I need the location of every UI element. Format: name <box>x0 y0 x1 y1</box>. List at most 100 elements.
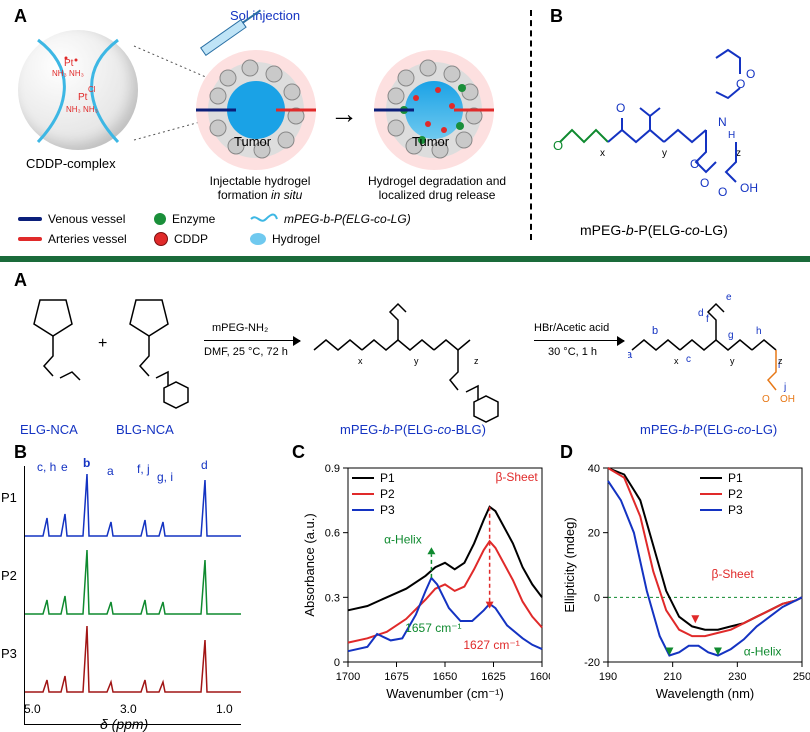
svg-text:O: O <box>64 289 73 301</box>
bottom-figure: A OO HN OO + OO HN OO ELG- <box>0 266 810 724</box>
svg-text:H: H <box>370 324 377 335</box>
svg-text:O: O <box>308 349 317 361</box>
intermediate-label: mPEG-b-P(ELG-co-BLG) <box>340 422 486 437</box>
polymer-icon <box>250 213 278 225</box>
svg-text:O: O <box>140 289 149 301</box>
svg-text:O: O <box>44 289 53 301</box>
svg-text:OH: OH <box>740 181 758 195</box>
nmr-ann-fj: f, j <box>137 462 150 476</box>
legend-arteries: Arteries vessel <box>18 232 127 246</box>
svg-text:O: O <box>446 394 454 405</box>
polymer-structure-icon: O x O O O N H O <box>550 22 790 212</box>
svg-text:O: O <box>136 379 145 391</box>
svg-text:O: O <box>160 289 169 301</box>
svg-text:O: O <box>553 138 563 153</box>
svg-text:e: e <box>726 292 732 303</box>
svg-text:y: y <box>414 356 419 366</box>
svg-text:0.3: 0.3 <box>325 592 340 604</box>
svg-text:0.9: 0.9 <box>325 463 340 475</box>
tumor2-label: Tumor <box>412 134 449 149</box>
svg-text:y: y <box>662 148 667 159</box>
nmr-ann-gi: g, i <box>157 470 173 484</box>
svg-text:O: O <box>406 298 414 309</box>
svg-text:Ellipticity (mdeg): Ellipticity (mdeg) <box>562 517 577 612</box>
reagent-2: HBr/Acetic acid <box>534 322 609 334</box>
legend-venous: Venous vessel <box>18 212 125 226</box>
svg-text:c: c <box>686 354 691 365</box>
nmr-tick-50: 5.0 <box>24 702 41 716</box>
cddp-sphere: Pt NH₃ NH₃ Pt Cl NH₃ NH₃ <box>18 30 138 150</box>
legend-hydrogel: Hydrogel <box>250 232 320 246</box>
cond-1: DMF, 25 °C, 72 h <box>204 346 288 358</box>
top-figure-row: A Pt NH₃ NH₃ Pt Cl NH₃ NH₃ CDDP-complex <box>0 0 810 256</box>
svg-text:O: O <box>616 101 625 115</box>
svg-text:O: O <box>746 67 755 81</box>
ftir-chart: 1700167516501625160000.30.60.9Wavenumber… <box>300 460 550 704</box>
svg-text:y: y <box>730 356 735 366</box>
svg-text:Wavelength (nm): Wavelength (nm) <box>656 686 755 701</box>
process-arrow-icon: → <box>330 98 358 130</box>
svg-text:α-Helix: α-Helix <box>744 645 782 659</box>
caption1-em: in situ <box>271 188 302 202</box>
nmr-xlabel: δ (ppm) <box>100 716 148 732</box>
svg-text:x: x <box>600 148 605 159</box>
nmr-tick-10: 1.0 <box>216 702 233 716</box>
tumor2-cells-icon <box>374 50 494 170</box>
svg-text:NH₃ NH₃: NH₃ NH₃ <box>66 105 98 114</box>
svg-text:x: x <box>674 356 679 366</box>
svg-text:a: a <box>628 349 633 361</box>
svg-text:1650: 1650 <box>433 671 457 683</box>
tumor-2 <box>374 50 494 170</box>
svg-text:g: g <box>728 330 734 341</box>
svg-text:-20: -20 <box>584 657 600 669</box>
svg-text:d: d <box>698 308 704 319</box>
svg-text:1657 cm⁻¹: 1657 cm⁻¹ <box>405 621 461 635</box>
svg-text:O: O <box>690 157 699 171</box>
nmr-ann-e: e <box>61 460 68 474</box>
nmr-ann-b: b <box>83 456 90 470</box>
nmr-tick-30: 3.0 <box>120 702 137 716</box>
tumor1-caption: Injectable hydrogel formation in situ <box>190 174 330 202</box>
intermediate-structure-icon: O HN OO NH OO xyz <box>308 280 528 430</box>
svg-text:1700: 1700 <box>336 671 360 683</box>
cddp-content-icon: Pt NH₃ NH₃ Pt Cl NH₃ NH₃ <box>18 30 138 150</box>
panel-b2-label: B <box>14 442 27 463</box>
nmr-ann-ch: c, h <box>37 460 56 474</box>
svg-text:1675: 1675 <box>384 671 408 683</box>
nmr-ann-a: a <box>107 464 114 478</box>
legend-cddp: CDDP <box>154 232 208 246</box>
svg-text:Pt: Pt <box>64 58 74 69</box>
svg-text:f: f <box>706 314 709 325</box>
svg-text:O: O <box>40 379 49 391</box>
svg-text:α-Helix: α-Helix <box>384 532 422 546</box>
svg-text:z: z <box>474 356 479 366</box>
reaction-arrow-2 <box>534 340 624 341</box>
legend-polymer: mPEG-b-P(ELG-co-LG) <box>250 212 411 226</box>
svg-text:230: 230 <box>728 671 746 683</box>
svg-text:20: 20 <box>588 528 600 540</box>
panel-a-top: A Pt NH₃ NH₃ Pt Cl NH₃ NH₃ CDDP-complex <box>14 6 514 27</box>
svg-text:190: 190 <box>599 671 617 683</box>
tumor-1 <box>196 50 316 170</box>
svg-text:h: h <box>756 326 762 337</box>
svg-text:H: H <box>728 130 735 141</box>
svg-text:j: j <box>783 382 786 393</box>
svg-text:Absorbance (a.u.): Absorbance (a.u.) <box>302 513 317 616</box>
svg-text:O: O <box>700 176 709 190</box>
nmr-row-p2: P2 <box>1 568 17 583</box>
svg-text:250: 250 <box>793 671 810 683</box>
svg-text:O: O <box>762 394 770 405</box>
svg-text:+: + <box>98 335 107 352</box>
svg-text:40: 40 <box>588 463 600 475</box>
elg-label: ELG-NCA <box>20 422 78 437</box>
svg-text:NH₃ NH₃: NH₃ NH₃ <box>52 69 84 78</box>
svg-text:O: O <box>386 298 394 309</box>
cddp-label: CDDP-complex <box>26 156 116 171</box>
nmr-plot: P1 P2 P3 c, h e b a f, j g, i d <box>24 466 241 725</box>
svg-text:1625: 1625 <box>481 671 505 683</box>
svg-text:N: N <box>468 324 475 335</box>
final-structure-icon: a b c e f g h i j O OH d xyz <box>628 280 808 430</box>
green-divider-bar <box>0 256 810 262</box>
svg-text:x: x <box>358 356 363 366</box>
svg-text:210: 210 <box>663 671 681 683</box>
